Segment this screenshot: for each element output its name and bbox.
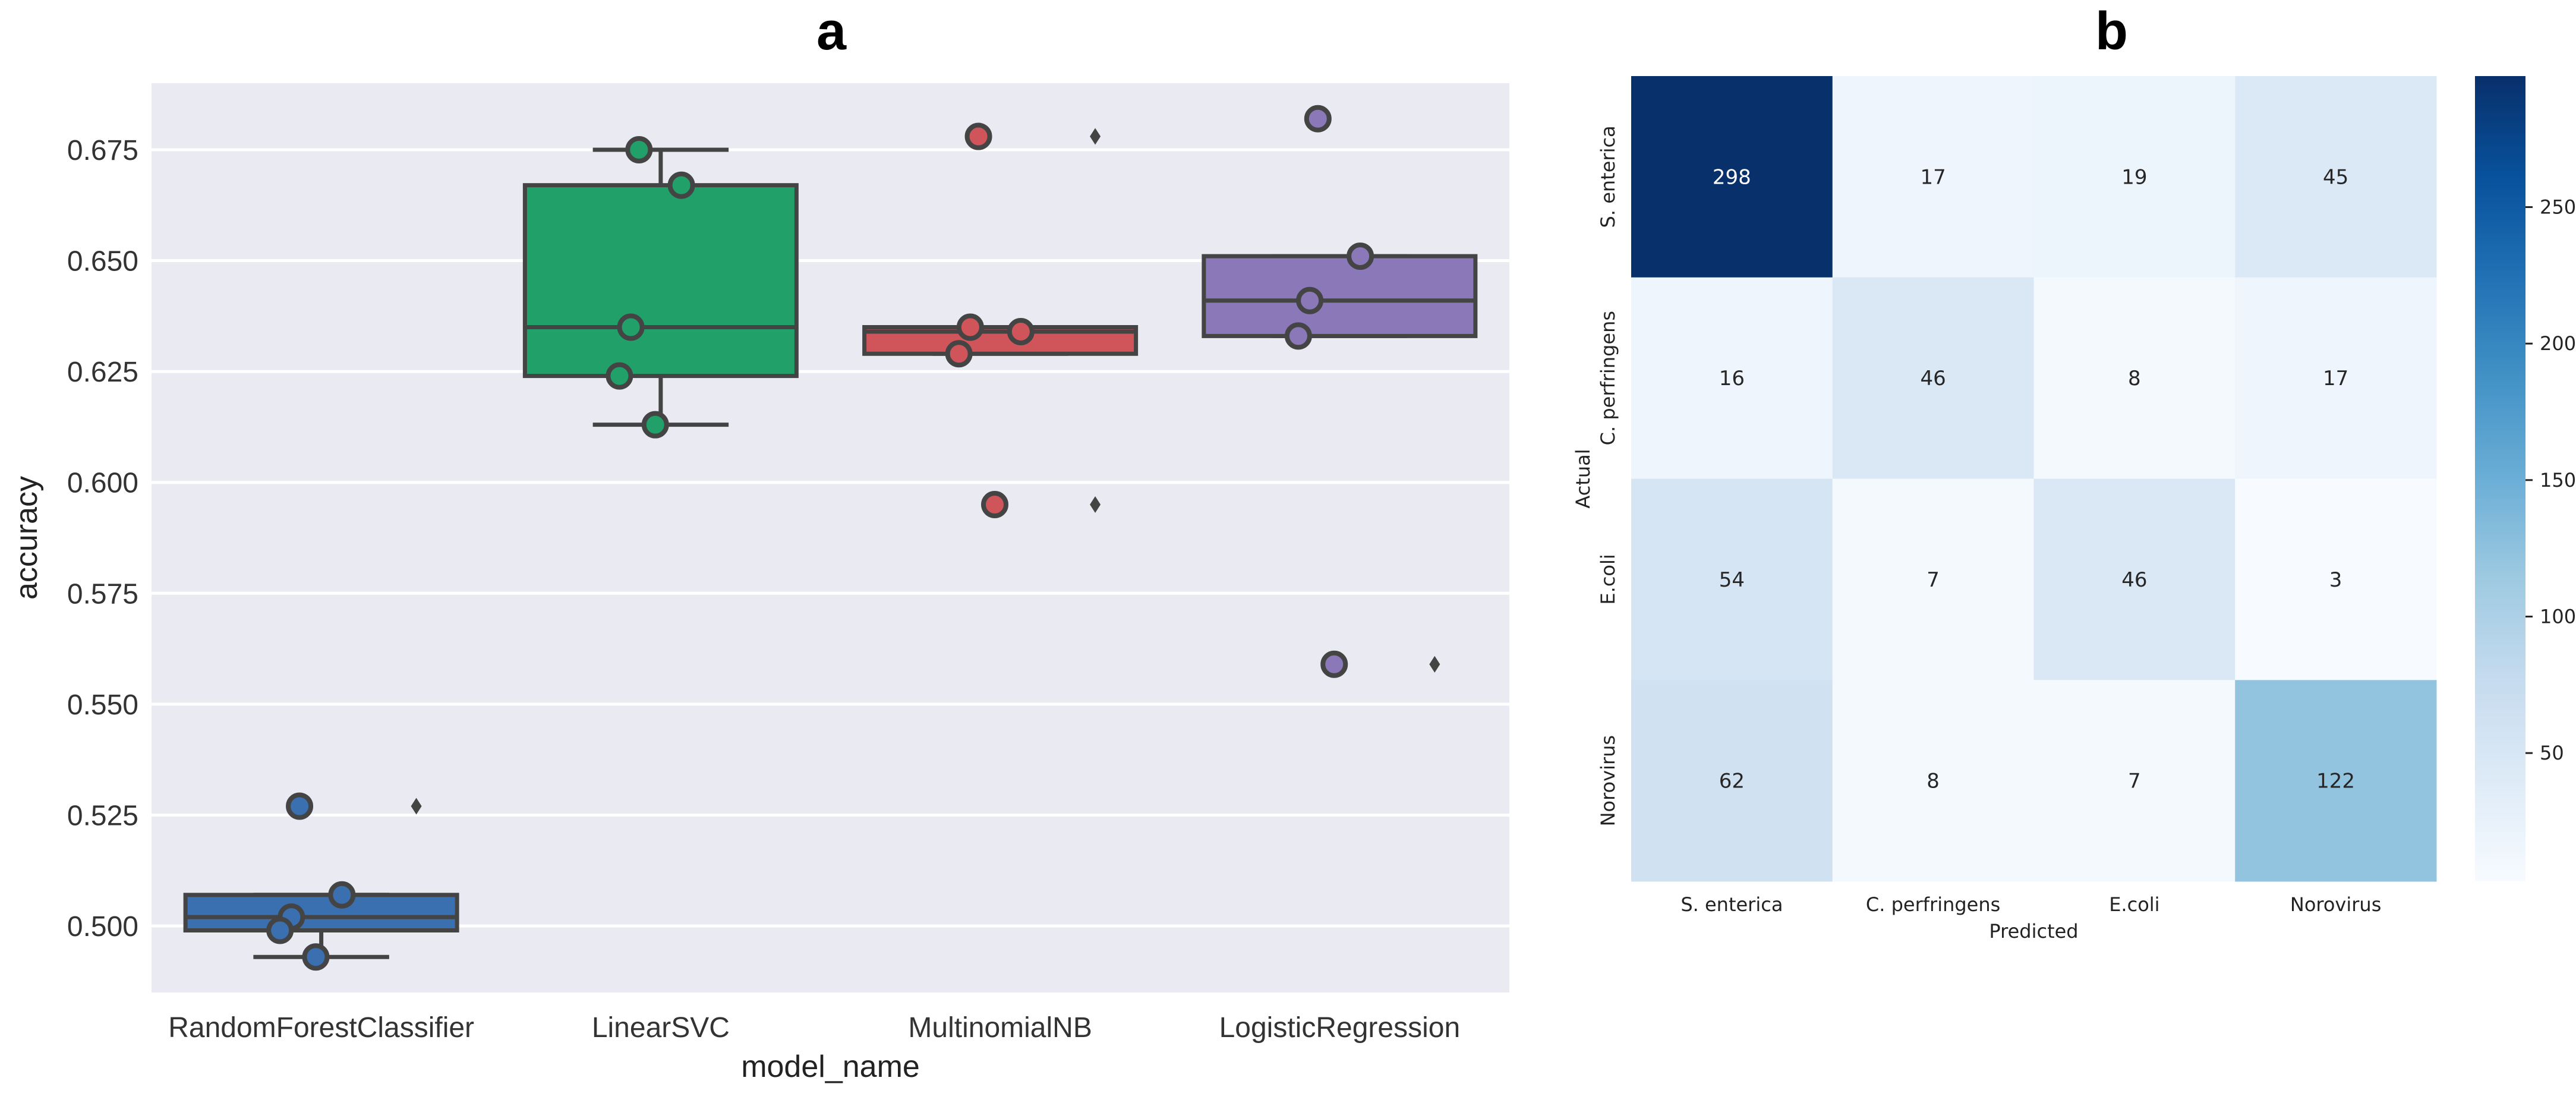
heatmap-cell bbox=[1631, 277, 1833, 479]
heatmap-cell bbox=[2033, 478, 2236, 680]
y-tick-label: C. perfringens bbox=[1597, 311, 1619, 445]
outlier-marker bbox=[1429, 656, 1440, 673]
cell-value: 8 bbox=[2128, 367, 2141, 390]
heatmap-cell bbox=[2235, 478, 2437, 680]
colorbar-tick-label: 50 bbox=[2540, 742, 2564, 764]
cell-value: 45 bbox=[2323, 165, 2348, 189]
x-tick-label: LogisticRegression bbox=[1219, 1012, 1461, 1044]
x-tick-label: C. perfringens bbox=[1866, 893, 2000, 916]
cell-value: 3 bbox=[2329, 568, 2342, 592]
heatmap-cell bbox=[1832, 76, 2034, 278]
heatmap-cell bbox=[1832, 277, 2034, 479]
colorbar bbox=[2475, 76, 2525, 881]
x-tick-label: Norovirus bbox=[2290, 893, 2381, 916]
heatmap-cell bbox=[2033, 277, 2236, 479]
box bbox=[1202, 254, 1478, 338]
data-point bbox=[964, 122, 992, 150]
cell-value: 17 bbox=[2323, 367, 2348, 390]
panel-label-b: b bbox=[2095, 2, 2128, 61]
box bbox=[522, 183, 799, 379]
data-point bbox=[617, 313, 645, 341]
heatmap-cell bbox=[2033, 76, 2236, 278]
heatmap-cell bbox=[1832, 680, 2034, 882]
heatmap-cell bbox=[1832, 478, 2034, 680]
data-point bbox=[625, 136, 653, 163]
y-tick-label: 0.575 bbox=[67, 578, 138, 610]
cell-value: 122 bbox=[2316, 770, 2355, 793]
data-point bbox=[1296, 286, 1324, 314]
data-point bbox=[1320, 650, 1348, 678]
heatmap-cell bbox=[1631, 76, 1833, 278]
heatmap-cell bbox=[1631, 680, 1833, 882]
data-point bbox=[945, 340, 973, 368]
x-tick-label: E.coli bbox=[2109, 893, 2159, 916]
box bbox=[183, 893, 459, 933]
data-point bbox=[286, 792, 314, 820]
cell-value: 46 bbox=[1920, 367, 1946, 390]
data-point bbox=[302, 943, 330, 971]
cell-value: 19 bbox=[2121, 165, 2147, 189]
data-point bbox=[1007, 317, 1035, 345]
y-tick-label: 0.525 bbox=[67, 800, 138, 831]
colorbar-tick-label: 150 bbox=[2540, 469, 2576, 491]
x-axis-label: Predicted bbox=[1989, 920, 2078, 943]
cell-value: 54 bbox=[1719, 568, 1745, 592]
cell-value: 8 bbox=[1927, 770, 1940, 793]
heatmap-cell bbox=[2235, 680, 2437, 882]
cell-value: 46 bbox=[2121, 568, 2147, 592]
y-tick-label: S. enterica bbox=[1597, 125, 1619, 228]
data-point bbox=[980, 491, 1008, 519]
cell-value: 298 bbox=[1713, 165, 1751, 189]
y-tick-label: 0.650 bbox=[67, 246, 138, 278]
y-tick-label: Norovirus bbox=[1597, 735, 1619, 826]
outlier-marker bbox=[1090, 128, 1101, 145]
y-tick-label: 0.550 bbox=[67, 689, 138, 721]
heatmap-cell bbox=[1631, 478, 1833, 680]
data-point bbox=[667, 171, 695, 199]
data-point bbox=[956, 313, 984, 341]
heatmap-cell bbox=[2033, 680, 2236, 882]
cell-value: 7 bbox=[1927, 568, 1940, 592]
y-tick-label: 0.675 bbox=[67, 135, 138, 166]
data-point bbox=[1284, 322, 1312, 350]
cell-value: 62 bbox=[1719, 770, 1745, 793]
x-tick-label: RandomForestClassifier bbox=[168, 1012, 474, 1044]
y-tick-label: 0.600 bbox=[67, 468, 138, 499]
data-point bbox=[641, 411, 669, 439]
data-point bbox=[1347, 242, 1374, 270]
colorbar-tick-label: 100 bbox=[2540, 605, 2576, 628]
cell-value: 7 bbox=[2128, 770, 2141, 793]
cell-value: 16 bbox=[1719, 367, 1745, 390]
outlier-marker bbox=[1090, 496, 1101, 513]
data-point bbox=[606, 362, 633, 390]
data-point bbox=[328, 881, 356, 909]
panel-label-a: a bbox=[816, 2, 847, 61]
outlier-marker bbox=[411, 798, 422, 815]
x-axis-label: model_name bbox=[741, 1050, 920, 1084]
y-tick-label: 0.500 bbox=[67, 911, 138, 943]
y-axis-label: Actual bbox=[1572, 449, 1594, 508]
heatmap-cell bbox=[2235, 76, 2437, 278]
colorbar-tick-label: 200 bbox=[2540, 332, 2576, 355]
data-point bbox=[266, 916, 294, 944]
plot-area bbox=[152, 83, 1509, 992]
y-tick-label: E.coli bbox=[1597, 554, 1619, 604]
y-axis-label: accuracy bbox=[10, 476, 44, 600]
x-tick-label: LinearSVC bbox=[592, 1012, 730, 1044]
y-tick-label: 0.625 bbox=[67, 357, 138, 388]
cell-value: 17 bbox=[1920, 165, 1946, 189]
x-tick-label: S. enterica bbox=[1680, 893, 1783, 916]
data-point bbox=[1304, 105, 1332, 133]
colorbar-tick-label: 250 bbox=[2540, 196, 2576, 218]
heatmap-cell bbox=[2235, 277, 2437, 479]
x-tick-label: MultinomialNB bbox=[908, 1012, 1092, 1044]
